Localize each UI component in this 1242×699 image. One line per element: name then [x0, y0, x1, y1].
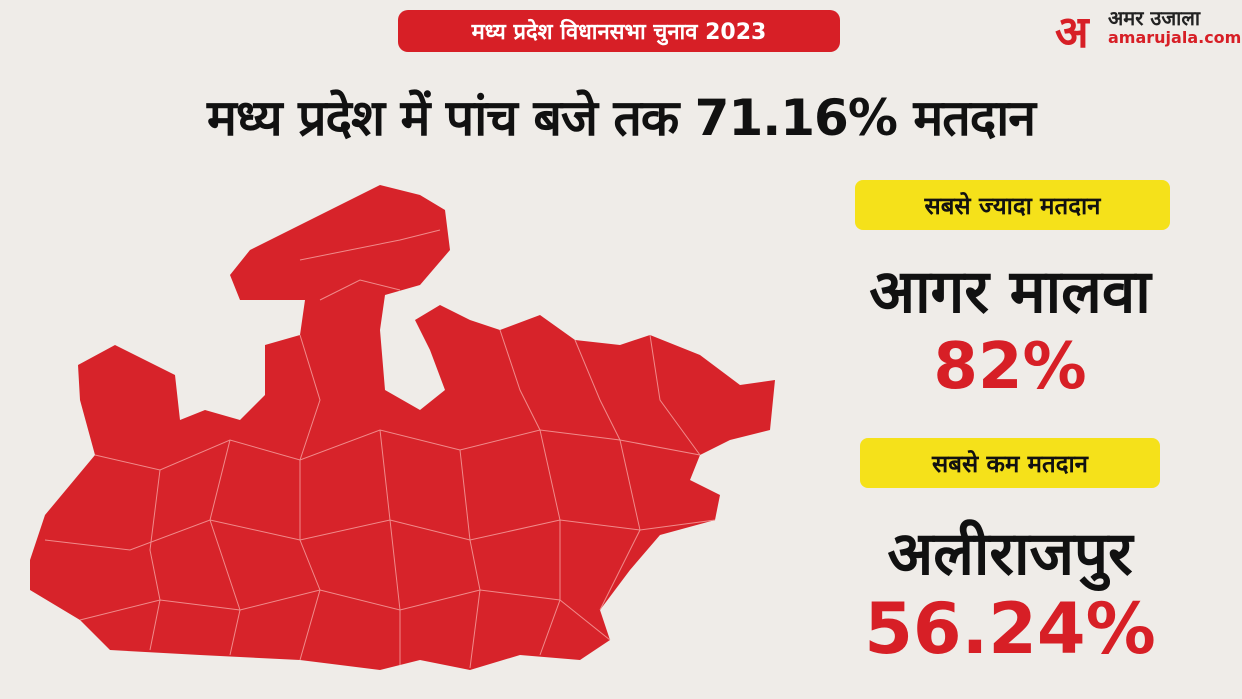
- logo-name: अमर उजाला: [1108, 6, 1201, 30]
- lowest-district: अलीराजपुर: [887, 519, 1133, 589]
- logo-mark: अ: [1055, 7, 1089, 58]
- headline: मध्य प्रदेश में पांच बजे तक 71.16% मतदान: [206, 89, 1036, 147]
- highest-turnout: 82%: [933, 330, 1087, 404]
- lowest-turnout: 56.24%: [864, 588, 1156, 670]
- state-map: [30, 185, 775, 670]
- banner: मध्य प्रदेश विधानसभा चुनाव 2023: [398, 10, 840, 52]
- district-borders: [44, 229, 716, 669]
- lowest-label: सबसे कम मतदान: [860, 438, 1160, 488]
- logo-url: amarujala.com: [1108, 28, 1242, 47]
- map: [30, 185, 775, 670]
- highest-label: सबसे ज्यादा मतदान: [855, 180, 1170, 230]
- highest-district: आगर मालवा: [869, 257, 1151, 327]
